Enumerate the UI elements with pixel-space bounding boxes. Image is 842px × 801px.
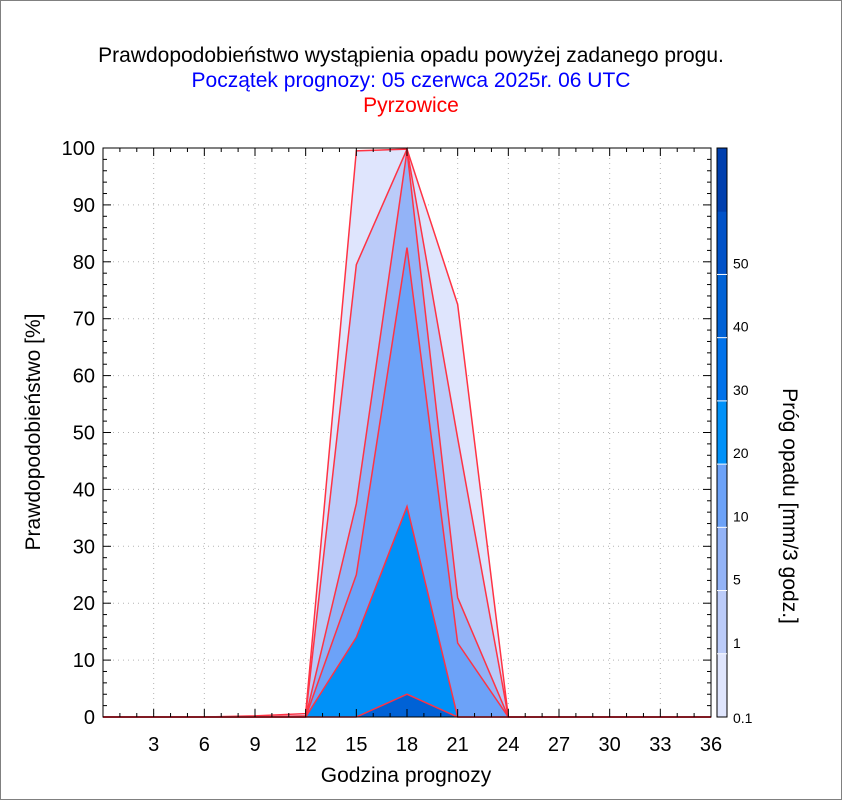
x-tick-label: 12 — [295, 734, 317, 756]
forecast-start-subtitle: Początek prognozy: 05 czerwca 2025r. 06 … — [192, 69, 631, 92]
x-tick-label: 21 — [447, 734, 469, 756]
y-tick-label: 70 — [73, 309, 95, 331]
y-tick-label: 30 — [73, 536, 95, 558]
x-tick-label: 36 — [700, 734, 722, 756]
colorbar-segment — [717, 211, 727, 275]
colorbar: 0.1 1 5 10 20 30 40 50 — [716, 147, 753, 726]
x-tick-label: 18 — [396, 734, 418, 756]
area-threshold-10 — [103, 247, 711, 717]
chart-title: Prawdopodobieństwo wystąpienia opadu pow… — [98, 44, 724, 67]
colorbar-label: Próg opadu [mm/3 godz.] — [778, 388, 801, 624]
x-tick-label: 24 — [497, 734, 519, 756]
axes — [102, 147, 712, 718]
colorbar-tick-label: 5 — [733, 572, 741, 588]
x-tick-label: 27 — [548, 734, 570, 756]
colorbar-segment — [717, 527, 727, 592]
colorbar-segment — [717, 400, 727, 465]
colorbar-tick-label: 50 — [733, 255, 749, 271]
colorbar-segment — [717, 337, 727, 402]
colorbar-segment — [717, 274, 727, 339]
area-threshold-20 — [103, 506, 711, 717]
y-tick-label: 80 — [73, 252, 95, 274]
y-tick-label: 20 — [73, 593, 95, 615]
probability-areas — [103, 146, 711, 718]
colorbar-tick-label: 40 — [733, 319, 749, 335]
y-tick-label: 100 — [62, 138, 95, 160]
x-tick-labels: 3 6 9 12 15 18 21 24 27 30 33 36 — [148, 734, 722, 756]
colorbar-segment — [717, 590, 727, 655]
y-tick-labels: 0 10 20 30 40 50 60 70 80 90 100 — [62, 138, 95, 729]
x-tick-label: 33 — [649, 734, 671, 756]
area-threshold-40 — [103, 694, 711, 717]
colorbar-tick-label: 20 — [733, 445, 749, 461]
x-tick-label: 9 — [249, 734, 260, 756]
y-tick-label: 50 — [73, 423, 95, 445]
colorbar-border — [716, 147, 728, 718]
colorbar-tick-label: 0.1 — [733, 710, 753, 726]
x-tick-label: 15 — [345, 734, 367, 756]
colorbar-tick-label: 30 — [733, 382, 749, 398]
y-tick-label: 0 — [84, 707, 95, 729]
colorbar-segment — [717, 148, 727, 212]
y-tick-label: 90 — [73, 195, 95, 217]
y-tick-label: 60 — [73, 366, 95, 388]
x-tick-label: 3 — [148, 734, 159, 756]
y-tick-label: 40 — [73, 479, 95, 501]
colorbar-segment — [717, 464, 727, 528]
colorbar-segment — [717, 653, 727, 718]
x-tick-label: 30 — [599, 734, 621, 756]
x-tick-label: 6 — [199, 734, 210, 756]
station-name: Pyrzowice — [363, 94, 459, 117]
y-axis-label: Prawdopodobieństwo [%] — [22, 314, 45, 551]
y-tick-label: 10 — [73, 650, 95, 672]
colorbar-tick-label: 1 — [733, 635, 741, 651]
x-axis-label: Godzina prognozy — [321, 764, 492, 787]
colorbar-tick-label: 10 — [733, 508, 749, 524]
